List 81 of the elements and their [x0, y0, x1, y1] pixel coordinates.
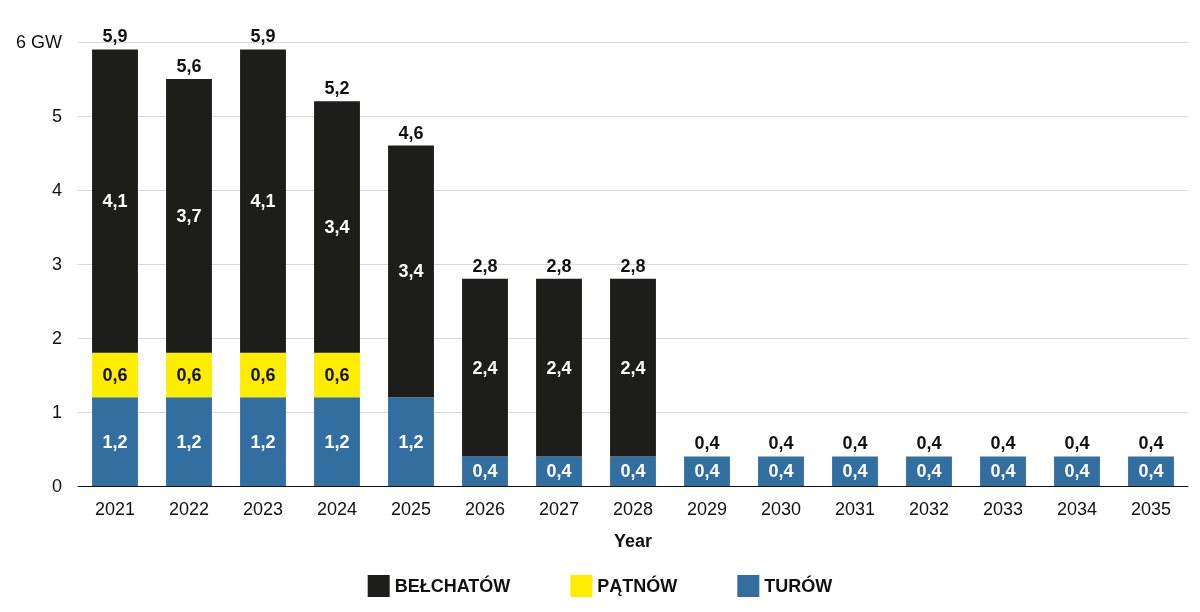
- data-label: 0,4: [768, 461, 794, 482]
- data-label: 0,6: [250, 365, 276, 385]
- x-tick-label: 2030: [760, 499, 802, 519]
- total-label: 2,8: [472, 255, 498, 276]
- data-label: 3,4: [324, 217, 350, 237]
- data-label: 4,1: [250, 191, 276, 212]
- y-tick-label: 0: [51, 476, 62, 496]
- y-tick-label: 4: [51, 180, 62, 200]
- bar: [462, 278, 508, 457]
- y-tick-label: 1: [51, 402, 62, 422]
- x-tick-label: 2026: [464, 499, 506, 519]
- total-label: 5,9: [102, 26, 128, 47]
- data-label: 2,4: [546, 357, 572, 378]
- data-label: 0,4: [694, 461, 720, 482]
- x-tick-label: 2023: [242, 499, 284, 519]
- data-label: 0,4: [990, 461, 1016, 482]
- x-axis-title: Year: [613, 531, 653, 551]
- x-tick-label: 2031: [834, 499, 876, 519]
- data-label: 2,4: [620, 357, 646, 378]
- x-tick-label: 2034: [1056, 499, 1098, 519]
- total-label: 0,4: [916, 433, 942, 454]
- total-label: 0,4: [694, 433, 720, 454]
- data-label: 0,4: [620, 461, 646, 482]
- x-tick-label: 2035: [1130, 499, 1172, 519]
- total-label: 5,2: [324, 78, 350, 99]
- x-tick-label: 2033: [982, 499, 1024, 519]
- x-tick-label: 2028: [612, 499, 654, 519]
- bar: [388, 397, 434, 486]
- total-label: 0,4: [768, 433, 794, 454]
- bar: [314, 101, 360, 353]
- bar: [240, 397, 286, 486]
- total-label: 2,8: [620, 255, 646, 276]
- data-label: 2,4: [472, 357, 498, 378]
- x-tick-label: 2021: [94, 499, 136, 519]
- total-label: 5,9: [250, 26, 276, 47]
- total-label: 5,6: [176, 56, 202, 76]
- data-label: 0,4: [1138, 461, 1164, 482]
- bar: [166, 397, 212, 486]
- data-label: 1,2: [250, 431, 276, 452]
- y-tick-label: 5: [51, 106, 62, 126]
- bar: [92, 397, 138, 486]
- legend-label: TURÓW: [764, 575, 833, 596]
- data-label: 1,2: [176, 431, 202, 452]
- data-label: 0,6: [102, 365, 128, 385]
- data-label: 3,7: [176, 205, 202, 226]
- bar: [388, 145, 434, 398]
- x-tick-label: 2032: [908, 499, 950, 519]
- data-label: 1,2: [398, 431, 424, 452]
- data-label: 0,4: [472, 461, 498, 482]
- data-label: 0,4: [1064, 461, 1090, 482]
- y-tick-label: 2: [51, 328, 62, 348]
- x-tick-label: 2025: [390, 499, 432, 519]
- data-label: 0,4: [916, 461, 942, 482]
- y-tick-label: 3: [51, 254, 62, 274]
- total-label: 0,4: [1138, 433, 1164, 454]
- total-label: 0,4: [1064, 433, 1090, 454]
- bar: [92, 49, 138, 353]
- legend-label: BEŁCHATÓW: [394, 575, 511, 596]
- bar: [536, 278, 582, 457]
- data-label: 4,1: [102, 191, 128, 212]
- data-label: 0,4: [546, 461, 572, 482]
- y-tick-label: 6 GW: [15, 32, 62, 52]
- bar: [610, 278, 656, 457]
- x-tick-label: 2024: [316, 499, 358, 519]
- total-label: 4,6: [398, 122, 424, 143]
- data-label: 0,6: [176, 365, 202, 385]
- data-label: 0,6: [324, 365, 350, 385]
- x-tick-label: 2022: [168, 499, 210, 519]
- total-label: 0,4: [842, 433, 868, 454]
- legend-label: PĄTNÓW: [597, 575, 678, 596]
- total-label: 2,8: [546, 255, 572, 276]
- bar: [314, 397, 360, 486]
- total-label: 0,4: [990, 433, 1016, 454]
- bar: [240, 49, 286, 353]
- data-label: 3,4: [398, 261, 424, 282]
- data-label: 1,2: [324, 431, 350, 452]
- x-tick-label: 2027: [538, 499, 580, 519]
- data-label: 1,2: [102, 431, 128, 452]
- x-tick-label: 2029: [686, 499, 728, 519]
- data-label: 0,4: [842, 461, 868, 482]
- bar: [166, 79, 212, 353]
